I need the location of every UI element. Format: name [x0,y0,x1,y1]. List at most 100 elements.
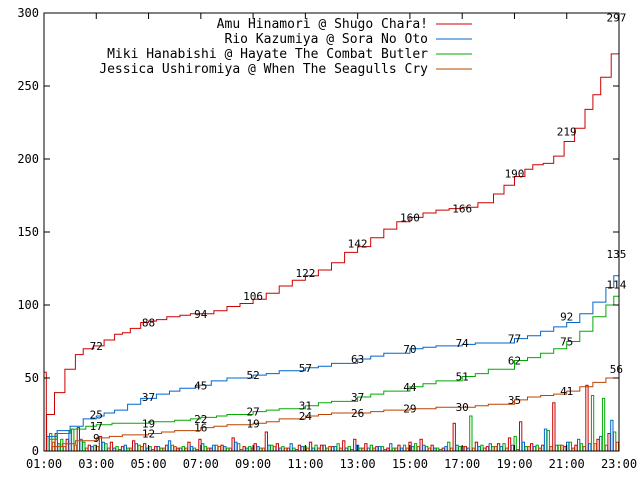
x-tick-label-11: 23:00 [601,457,637,471]
histogram-bar-s0-26 [331,446,335,452]
histogram-bar-s2-26 [336,443,340,452]
legend-label-3: Jessica Ushiromiya @ When The Seagulls C… [99,62,428,77]
data-label-s2-9: 75 [560,336,573,349]
data-label-s0-1: 88 [142,317,155,330]
histogram-bar-s0-7 [120,446,125,452]
histogram-bar-s0-20 [264,431,269,452]
series-line-2 [44,284,620,452]
histogram-bar-s2-8 [137,444,141,452]
x-tick-label-7: 15:00 [392,457,428,471]
histogram-bar-s2-38 [469,415,473,452]
data-label-s1-7: 74 [456,337,470,350]
data-label-s3-0: 9 [93,432,100,445]
data-label-s0-9: 219 [557,125,577,138]
histogram-bar-s1-13 [190,446,194,452]
x-tick-label-3: 07:00 [183,457,219,471]
histogram-bar-s1-5 [101,441,105,452]
x-tick-label-2: 05:00 [130,457,166,471]
histogram-bar-s2-32 [402,444,407,452]
histogram-bar-s1-46 [554,444,559,452]
histogram-bar-s1-31 [389,443,393,452]
histogram-bar-s0-10 [154,446,158,452]
data-label-s1-3: 52 [246,369,259,382]
histogram-bar-s1-51 [610,419,614,452]
histogram-bar-s2-24 [314,444,318,452]
histogram-bar-s0-51 [607,433,611,452]
data-label-s3-5: 26 [351,407,364,420]
plot-frame [43,12,620,452]
histogram-bar-s1-22 [289,443,293,452]
y-tick-label-0: 0 [32,444,39,458]
x-tick-label-0: 01:00 [26,457,62,471]
histogram-bar-s1-25 [322,444,327,452]
data-label-s0-5: 142 [348,238,368,251]
histogram-bar-s1-33 [411,446,415,452]
data-label-s3-7: 30 [456,401,469,414]
histogram-bar-s0-38 [463,446,468,452]
histogram-bar-s0-9 [143,443,147,452]
x-tick-label-1: 03:00 [78,457,114,471]
y-tick-label-1: 50 [25,371,39,385]
y-tick-label-4: 200 [17,152,39,166]
data-label-s3-9: 41 [560,385,573,398]
histogram-bar-s3-49 [593,443,597,452]
histogram-bar-s1-17 [234,441,238,452]
legend: Amu Hinamori @ Shugo Chara!Rio Kazumiya … [99,17,472,77]
histogram-bar-s1-10 [156,446,161,452]
data-label-s3-1: 12 [142,428,155,441]
histogram-bar-s2-9 [148,446,152,452]
histogram-bar-s2-6 [115,446,119,452]
x-tick-label-9: 19:00 [496,457,532,471]
histogram-bar-s3-45 [549,446,553,452]
histogram-bar-s1-48 [577,438,581,452]
histogram-bar-s2-11 [170,444,174,452]
histogram-bar-s1-37 [455,444,459,452]
data-label-s3-2: 16 [194,422,207,435]
series-line-3 [44,369,620,452]
legend-label-0: Amu Hinamori @ Shugo Chara! [217,17,428,32]
histogram-bar-s0-46 [552,402,556,452]
histogram-bar-s0-6 [109,441,114,452]
histogram-bar-s1-39 [477,446,481,452]
x-tick-label-8: 17:00 [444,457,480,471]
histogram-bar-s0-40 [485,446,490,452]
data-label-s2-0: 17 [90,420,103,433]
histogram-bar-s0-29 [364,443,368,452]
y-tick-label-2: 100 [17,298,39,312]
histogram-bar-s1-42 [510,444,515,452]
histogram-bar-s1-36 [444,446,448,452]
histogram-bar-s2-15 [214,444,219,452]
data-label-s0-6: 160 [400,211,420,224]
data-label-s1-2: 45 [194,379,207,392]
histogram-bar-s0-16 [220,444,224,452]
histogram-bar-s2-48 [579,443,584,452]
histogram-bar-s3-51 [615,441,620,452]
axis-ticks: 0 50 100 150 200 250 300 01:00 03:00 05:00 07:00 09… [17,6,637,471]
histogram-bar-s0-48 [574,444,578,452]
histogram-bar-s2-41 [502,443,506,452]
histogram-bar-s1-34 [422,444,426,452]
y-tick-label-6: 300 [17,6,39,20]
histogram-bar-s2-21 [281,446,285,452]
histogram-bar-s2-40 [491,446,495,452]
histogram-bar-s0-41 [496,443,501,452]
histogram-bar-s0-47 [563,446,567,452]
histogram-bar-s3-25 [328,446,332,452]
histogram-bar-s1-8 [134,443,138,452]
histogram-bar-s2-27 [347,446,351,452]
histogram-bar-s2-14 [203,446,208,452]
data-label-s0-2: 94 [194,308,208,321]
histogram-bar-s2-44 [535,444,539,452]
legend-label-1: Rio Kazumiya @ Sora No Oto [225,32,429,47]
data-label-s3-3: 19 [246,417,259,430]
histogram-bar-s2-20 [270,444,274,452]
legend-label-2: Miki Hanabishi @ Hayate The Combat Butle… [107,47,428,62]
histogram-bar-s3-48 [582,446,586,452]
histogram-bar-s0-21 [275,443,280,452]
histogram-bar-s2-5 [104,443,108,452]
data-labels: 72 88 94 106 122 142 160 166 190 219 297 25 37 45 52 57… [90,11,627,445]
histogram-bar-s3-2 [73,444,78,452]
histogram-bar-s2-29 [369,444,374,452]
histogram-bar-s1-45 [543,428,548,452]
